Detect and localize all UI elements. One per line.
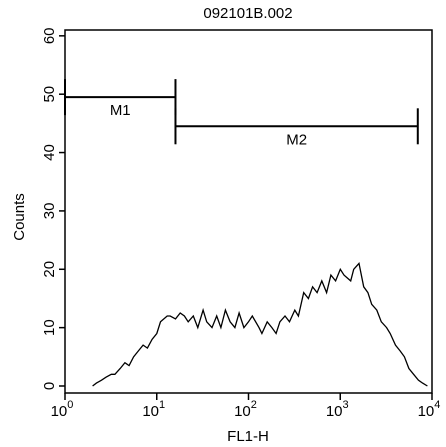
y-tick-label: 30 — [41, 203, 58, 220]
x-tick-base: 10 — [418, 403, 435, 420]
x-tick-exponent: 3 — [343, 399, 349, 411]
x-tick-base: 10 — [142, 403, 159, 420]
marker-label: M2 — [286, 131, 307, 148]
y-tick-label: 60 — [41, 27, 58, 44]
y-tick-label: 50 — [41, 86, 58, 103]
y-tick-label: 0 — [41, 382, 58, 390]
marker-label: M1 — [110, 102, 131, 119]
x-tick-label: 104 — [418, 399, 441, 420]
y-tick-label: 10 — [41, 319, 58, 336]
x-tick-exponent: 2 — [251, 399, 257, 411]
y-tick-label: 20 — [41, 261, 58, 278]
plot-frame — [64, 29, 433, 394]
x-tick-base: 10 — [234, 403, 251, 420]
x-tick-exponent: 4 — [434, 399, 440, 411]
y-axis-label: Counts — [11, 193, 28, 241]
x-axis-label: FL1-H — [227, 428, 269, 445]
x-tick-exponent: 0 — [67, 399, 73, 411]
x-tick-base: 10 — [51, 403, 68, 420]
x-tick-exponent: 1 — [159, 399, 165, 411]
y-tick-label: 40 — [41, 144, 58, 161]
x-tick-base: 10 — [326, 403, 343, 420]
x-tick-label: 102 — [234, 399, 257, 420]
x-tick-label: 103 — [326, 399, 349, 420]
x-tick-label: 100 — [51, 399, 74, 420]
chart-title: 092101B.002 — [203, 5, 292, 22]
histogram-line — [92, 262, 428, 387]
x-tick-label: 101 — [142, 399, 165, 420]
